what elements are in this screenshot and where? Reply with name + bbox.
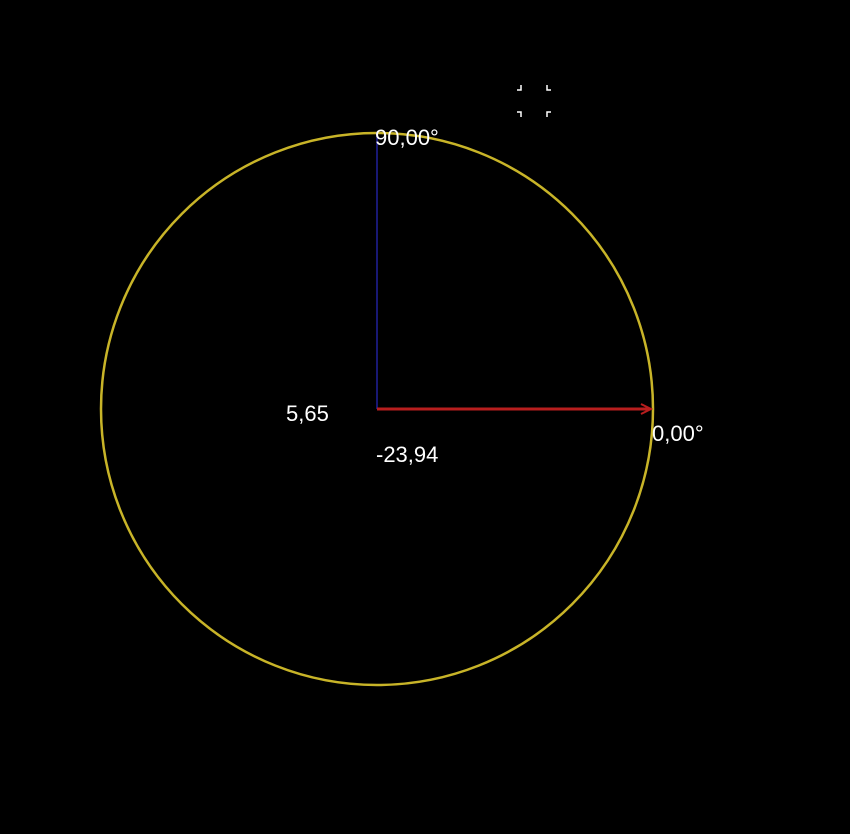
- crosshair-cursor-icon: [517, 85, 551, 117]
- center-left-value: 5,65: [286, 401, 329, 426]
- angle-label-right: 0,00°: [652, 421, 704, 446]
- center-below-value: -23,94: [376, 442, 438, 467]
- angle-label-top: 90,00°: [375, 125, 439, 150]
- x-axis-arrowhead: [640, 403, 654, 415]
